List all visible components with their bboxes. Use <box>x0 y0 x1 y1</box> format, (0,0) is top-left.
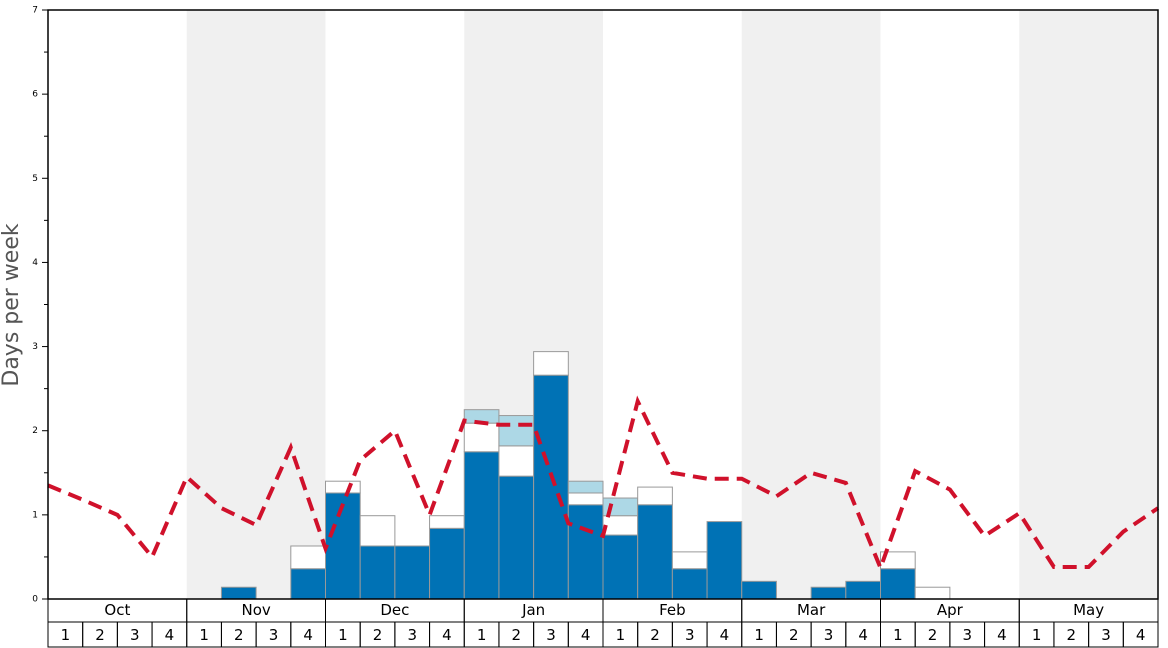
week-label: 1 <box>893 626 903 644</box>
week-label: 2 <box>789 626 799 644</box>
week-label: 3 <box>269 626 279 644</box>
bar-segment <box>220 586 257 600</box>
week-label: 1 <box>616 626 626 644</box>
bar-segment <box>880 551 916 570</box>
month-band <box>741 10 881 599</box>
week-label: 1 <box>61 626 71 644</box>
week-label: 1 <box>1032 626 1042 644</box>
bar-segment <box>914 586 951 600</box>
bar-segment <box>637 486 673 506</box>
bar-segment <box>463 451 500 600</box>
week-label: 2 <box>1067 626 1077 644</box>
week-label: 3 <box>962 626 972 644</box>
month-label: Oct <box>104 601 130 619</box>
bar-segment <box>567 492 604 506</box>
average-line <box>47 395 1160 574</box>
week-label: 1 <box>754 626 764 644</box>
week-label: 4 <box>858 626 868 644</box>
bar-segment <box>845 580 881 600</box>
bar-segment <box>429 515 465 529</box>
month-label: May <box>1073 601 1104 619</box>
y-axis-label: Days per week <box>0 223 24 386</box>
week-label: 3 <box>824 626 834 644</box>
week-label: 4 <box>442 626 452 644</box>
y-tick-label: 2 <box>32 426 38 436</box>
y-tick-label: 7 <box>32 6 38 16</box>
bar-segment <box>325 480 361 494</box>
week-label: 4 <box>997 626 1007 644</box>
y-tick-label: 5 <box>32 174 38 184</box>
bar-segment <box>463 422 500 453</box>
week-label: 1 <box>477 626 487 644</box>
week-label: 4 <box>165 626 175 644</box>
bar-segment <box>533 351 569 376</box>
bar-segment <box>741 580 777 600</box>
week-label: 4 <box>1136 626 1146 644</box>
y-tick-label: 4 <box>32 258 38 268</box>
week-label: 3 <box>407 626 417 644</box>
week-label: 4 <box>581 626 591 644</box>
bar-segment <box>498 415 535 447</box>
bar-segment <box>394 545 431 600</box>
bar-segment <box>290 545 326 570</box>
week-label: 4 <box>303 626 313 644</box>
bar-segment <box>567 504 604 600</box>
bar-segment <box>671 568 708 600</box>
bar-segment <box>706 521 743 600</box>
bar-segment <box>671 551 708 570</box>
bar-segment <box>880 568 916 600</box>
week-cell <box>1122 621 1159 648</box>
week-label: 3 <box>1101 626 1111 644</box>
week-label: 3 <box>130 626 140 644</box>
week-label: 4 <box>720 626 730 644</box>
bar-segment <box>602 534 639 600</box>
month-label: Nov <box>241 601 270 619</box>
bar-segment <box>498 475 535 600</box>
bar-segment <box>290 568 326 600</box>
month-label: Jan <box>521 601 545 619</box>
bar-segment <box>637 504 673 600</box>
bar-segment <box>498 445 535 477</box>
week-label: 2 <box>512 626 522 644</box>
bar-segment <box>359 545 396 600</box>
week-label: 2 <box>928 626 938 644</box>
y-tick-label: 3 <box>32 342 38 352</box>
week-label: 2 <box>95 626 105 644</box>
week-label: 1 <box>199 626 209 644</box>
y-tick-label: 6 <box>32 90 38 100</box>
month-label: Mar <box>797 601 826 619</box>
week-label: 3 <box>546 626 556 644</box>
bar-segment <box>567 480 604 494</box>
week-label: 2 <box>373 626 383 644</box>
month-label: Feb <box>659 601 686 619</box>
week-label: 3 <box>685 626 695 644</box>
week-label: 2 <box>234 626 244 644</box>
month-band <box>186 10 326 599</box>
bar-segment <box>602 515 639 536</box>
bar-segment <box>533 374 569 600</box>
y-tick-label: 0 <box>32 595 38 605</box>
week-label: 1 <box>338 626 348 644</box>
month-band <box>1019 10 1158 599</box>
bar-segment <box>429 527 465 600</box>
month-label: Dec <box>380 601 409 619</box>
week-label: 2 <box>650 626 660 644</box>
bar-segment <box>359 515 396 547</box>
bar-segment <box>810 586 847 600</box>
month-label: Apr <box>937 601 964 619</box>
y-tick-label: 1 <box>32 510 38 520</box>
